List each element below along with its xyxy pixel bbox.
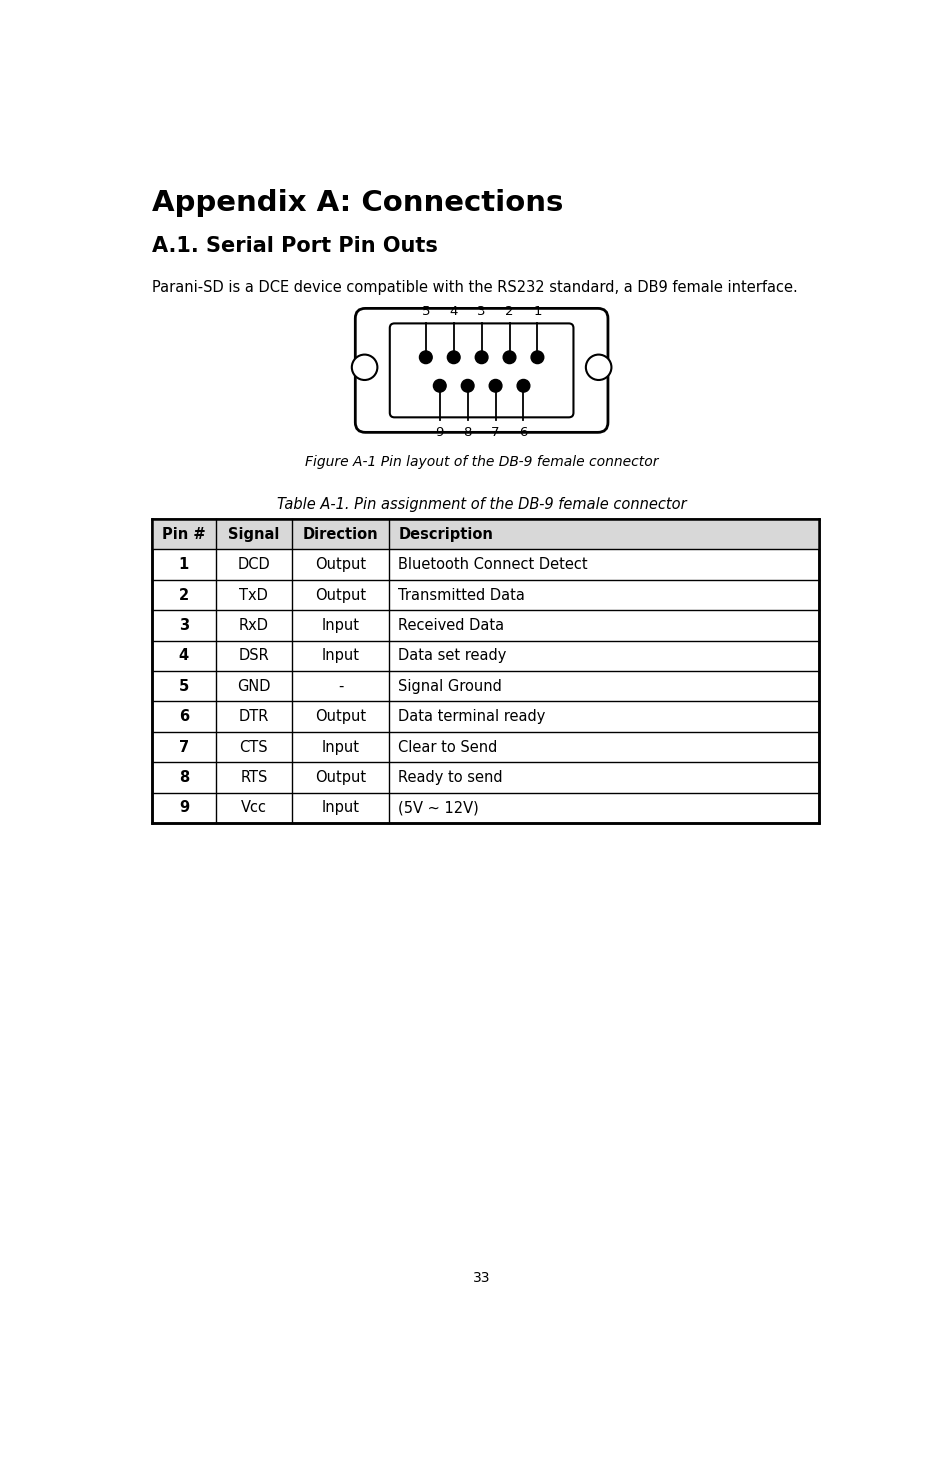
Text: DSR: DSR: [239, 648, 269, 663]
Circle shape: [447, 351, 460, 364]
Text: GND: GND: [238, 679, 270, 693]
Text: 7: 7: [491, 426, 500, 439]
Text: Figure A-1 Pin layout of the DB-9 female connector: Figure A-1 Pin layout of the DB-9 female…: [305, 455, 658, 470]
Text: (5V ~ 12V): (5V ~ 12V): [398, 800, 479, 815]
Text: 9: 9: [178, 800, 189, 815]
Text: 1: 1: [533, 304, 542, 317]
Text: CTS: CTS: [239, 740, 269, 755]
Text: Bluetooth Connect Detect: Bluetooth Connect Detect: [398, 557, 588, 572]
Text: Input: Input: [321, 617, 360, 633]
Circle shape: [352, 354, 377, 380]
Bar: [152, 519, 819, 824]
Text: 3: 3: [178, 617, 189, 633]
Text: 5: 5: [422, 304, 430, 317]
Text: 6: 6: [178, 710, 189, 724]
Bar: [152, 519, 819, 550]
Text: DCD: DCD: [238, 557, 270, 572]
Text: 5: 5: [178, 679, 189, 693]
Text: 4: 4: [178, 648, 189, 663]
Text: 8: 8: [464, 426, 472, 439]
Circle shape: [586, 354, 611, 380]
Text: -: -: [338, 679, 344, 693]
Text: TxD: TxD: [239, 588, 269, 603]
Text: Ready to send: Ready to send: [398, 770, 502, 786]
Text: Clear to Send: Clear to Send: [398, 740, 498, 755]
Text: Input: Input: [321, 648, 360, 663]
Circle shape: [531, 351, 544, 364]
Text: Description: Description: [398, 527, 493, 541]
Text: Appendix A: Connections: Appendix A: Connections: [152, 189, 563, 218]
Text: Output: Output: [315, 557, 366, 572]
Text: 8: 8: [178, 770, 189, 786]
Text: Signal Ground: Signal Ground: [398, 679, 502, 693]
Text: RxD: RxD: [239, 617, 269, 633]
Text: 1: 1: [178, 557, 189, 572]
Circle shape: [475, 351, 488, 364]
Text: A.1. Serial Port Pin Outs: A.1. Serial Port Pin Outs: [152, 236, 439, 256]
Text: Transmitted Data: Transmitted Data: [398, 588, 525, 603]
Text: 4: 4: [450, 304, 458, 317]
Text: Received Data: Received Data: [398, 617, 504, 633]
Text: 2: 2: [178, 588, 189, 603]
FancyBboxPatch shape: [390, 323, 574, 417]
Text: Data terminal ready: Data terminal ready: [398, 710, 546, 724]
Text: Output: Output: [315, 588, 366, 603]
Circle shape: [420, 351, 432, 364]
Text: DTR: DTR: [239, 710, 269, 724]
Circle shape: [434, 379, 446, 392]
Text: Pin #: Pin #: [162, 527, 206, 541]
Text: Table A-1. Pin assignment of the DB-9 female connector: Table A-1. Pin assignment of the DB-9 fe…: [277, 497, 686, 512]
Text: 7: 7: [178, 740, 189, 755]
Text: Input: Input: [321, 740, 360, 755]
Text: 6: 6: [519, 426, 528, 439]
Text: 2: 2: [505, 304, 514, 317]
Text: RTS: RTS: [240, 770, 268, 786]
Text: Signal: Signal: [228, 527, 280, 541]
Text: Output: Output: [315, 770, 366, 786]
Text: 9: 9: [436, 426, 444, 439]
Circle shape: [517, 379, 530, 392]
FancyBboxPatch shape: [355, 309, 608, 433]
Text: 33: 33: [473, 1271, 490, 1285]
Text: Parani-SD is a DCE device compatible with the RS232 standard, a DB9 female inter: Parani-SD is a DCE device compatible wit…: [152, 279, 798, 294]
Text: 3: 3: [477, 304, 485, 317]
Text: Data set ready: Data set ready: [398, 648, 506, 663]
Text: Direction: Direction: [302, 527, 378, 541]
Circle shape: [489, 379, 502, 392]
Text: Output: Output: [315, 710, 366, 724]
Text: Input: Input: [321, 800, 360, 815]
Circle shape: [461, 379, 474, 392]
Circle shape: [503, 351, 516, 364]
Text: Vcc: Vcc: [241, 800, 267, 815]
